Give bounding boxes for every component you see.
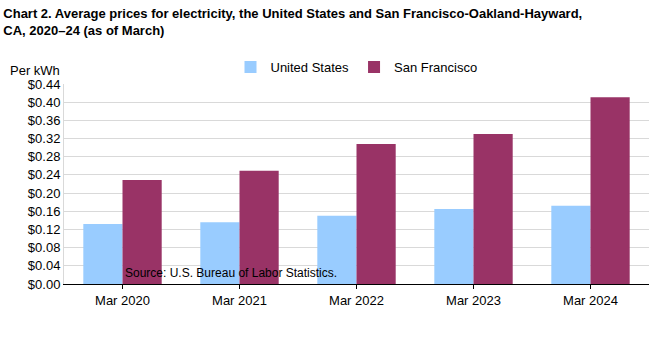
svg-text:San Francisco: San Francisco	[394, 60, 477, 75]
svg-text:Mar 2024: Mar 2024	[563, 293, 618, 308]
svg-text:$0.12: $0.12	[28, 222, 61, 237]
svg-text:$0.04: $0.04	[28, 258, 61, 273]
svg-text:United States: United States	[271, 60, 350, 75]
svg-text:Source: U.S. Bureau of Labor S: Source: U.S. Bureau of Labor Statistics.	[125, 266, 337, 280]
svg-text:$0.44: $0.44	[28, 77, 61, 92]
svg-text:$0.08: $0.08	[28, 240, 61, 255]
svg-text:$0.28: $0.28	[28, 149, 61, 164]
svg-text:$0.40: $0.40	[28, 95, 61, 110]
svg-text:Mar 2023: Mar 2023	[446, 293, 501, 308]
svg-text:Per kWh: Per kWh	[10, 63, 60, 78]
svg-text:$0.24: $0.24	[28, 167, 61, 182]
svg-text:Mar 2021: Mar 2021	[212, 293, 267, 308]
svg-text:Chart 2. Average prices for el: Chart 2. Average prices for electricity,…	[3, 6, 582, 38]
svg-text:Mar 2022: Mar 2022	[329, 293, 384, 308]
svg-text:$0.36: $0.36	[28, 113, 61, 128]
svg-text:$0.20: $0.20	[28, 186, 61, 201]
svg-text:$0.16: $0.16	[28, 204, 61, 219]
svg-text:$0.00: $0.00	[28, 277, 61, 292]
svg-text:$0.32: $0.32	[28, 131, 61, 146]
svg-text:Mar 2020: Mar 2020	[95, 293, 150, 308]
